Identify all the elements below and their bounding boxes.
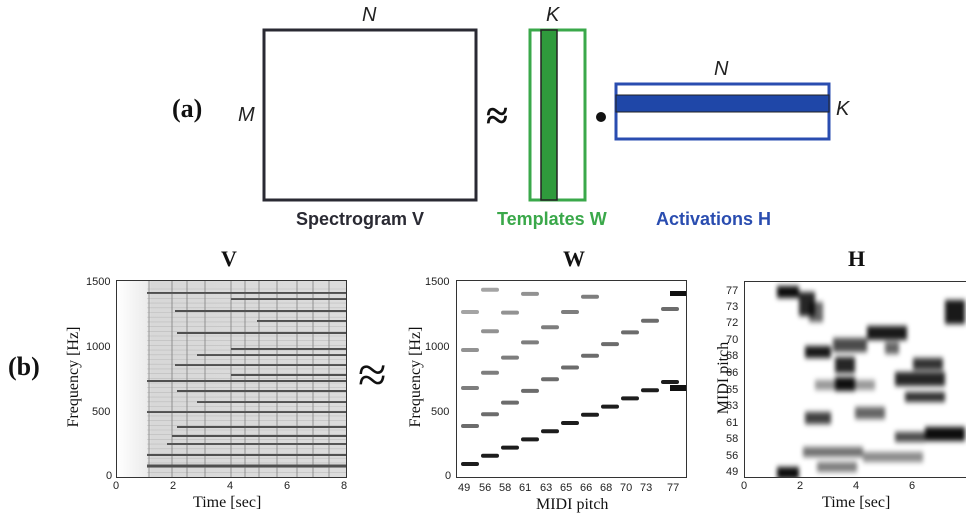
plot-w-ytick: 500 bbox=[431, 406, 450, 418]
plot-w-ytick: 1000 bbox=[425, 341, 450, 353]
plot-h-ytick: 63 bbox=[726, 400, 739, 412]
plot-v-ytick: 1500 bbox=[86, 276, 111, 288]
plot-h-ytick: 66 bbox=[726, 367, 739, 379]
plot-h-ytick: 73 bbox=[726, 301, 739, 313]
plot-h-xtick: 6 bbox=[909, 480, 916, 492]
plot-w-templates bbox=[461, 287, 686, 466]
plot-w-xtick: 58 bbox=[499, 482, 512, 494]
plot-h-ytick: 68 bbox=[726, 350, 739, 362]
plot-w-xtick: 77 bbox=[667, 482, 680, 494]
plot-v-area bbox=[116, 280, 347, 478]
dim-n-top: N bbox=[362, 4, 377, 26]
plot-h-area bbox=[744, 281, 966, 478]
plot-v-spectrogram bbox=[117, 281, 346, 477]
plot-w-xtick: 73 bbox=[640, 482, 653, 494]
caption-spectrogram: Spectrogram V bbox=[296, 209, 425, 229]
plot-v-ytick: 1000 bbox=[86, 341, 111, 353]
plot-v-title: V bbox=[221, 246, 237, 271]
approx-symbol-a: ≈ bbox=[486, 93, 508, 138]
dim-k-top: K bbox=[546, 4, 560, 26]
caption-templates: Templates W bbox=[497, 209, 607, 229]
plot-w-ytick: 0 bbox=[445, 470, 452, 482]
plot-w-xtick: 61 bbox=[519, 482, 532, 494]
plot-w-ytick: 1500 bbox=[425, 276, 450, 288]
dim-k-right: K bbox=[836, 98, 850, 120]
plot-v-ytick: 0 bbox=[106, 470, 113, 482]
plot-v-xtick: 4 bbox=[227, 480, 234, 492]
panel-b-label: (b) bbox=[8, 352, 40, 381]
plot-w-xlabel: MIDI pitch bbox=[536, 496, 609, 513]
plot-h-ytick: 77 bbox=[726, 285, 739, 297]
plot-w-xtick: 56 bbox=[479, 482, 492, 494]
plot-w-xtick: 49 bbox=[458, 482, 471, 494]
templates-column bbox=[540, 29, 558, 201]
plot-h-ytick: 49 bbox=[726, 466, 739, 478]
plot-w-area bbox=[456, 280, 687, 478]
plot-h-ytick: 70 bbox=[726, 334, 739, 346]
plot-w-ylabel: Frequency [Hz] bbox=[407, 326, 424, 428]
plot-v-xtick: 0 bbox=[113, 480, 120, 492]
plot-v-xtick: 2 bbox=[170, 480, 177, 492]
plot-h-xtick: 4 bbox=[853, 480, 860, 492]
plot-v-ytick: 500 bbox=[92, 406, 111, 418]
plot-h-xtick: 2 bbox=[797, 480, 804, 492]
plot-h-ylabel: MIDI pitch bbox=[715, 341, 732, 415]
plot-h-ytick: 72 bbox=[726, 317, 739, 329]
plot-h-ytick: 65 bbox=[726, 384, 739, 396]
plot-v-ylabel: Frequency [Hz] bbox=[65, 326, 82, 428]
plot-w-xtick: 68 bbox=[600, 482, 613, 494]
multiply-dot bbox=[596, 112, 606, 122]
dim-m-left: M bbox=[238, 104, 255, 126]
plot-h-ytick: 61 bbox=[726, 417, 739, 429]
plot-h-ytick: 56 bbox=[726, 450, 739, 462]
plot-w-xtick: 70 bbox=[620, 482, 633, 494]
caption-activations: Activations H bbox=[656, 209, 772, 229]
plot-h-xlabel: Time [sec] bbox=[822, 494, 891, 511]
plot-h-ytick: 58 bbox=[726, 433, 739, 445]
plot-h-activations bbox=[777, 286, 965, 477]
plot-v-xtick: 6 bbox=[284, 480, 291, 492]
plot-w-title: W bbox=[563, 246, 585, 271]
plot-h-title: H bbox=[848, 246, 866, 271]
plot-w-xtick: 63 bbox=[540, 482, 553, 494]
approx-symbol-b: ≈ bbox=[358, 347, 387, 404]
plot-h-xtick: 0 bbox=[741, 480, 748, 492]
plot-v-xlabel: Time [sec] bbox=[193, 494, 262, 511]
activations-row bbox=[615, 94, 830, 113]
spectrogram-matrix bbox=[262, 28, 478, 202]
plot-v-xtick: 8 bbox=[341, 480, 348, 492]
panel-a-label: (a) bbox=[172, 94, 203, 123]
dim-n-right: N bbox=[714, 58, 729, 80]
plot-w-xtick: 66 bbox=[580, 482, 593, 494]
plot-w-xtick: 65 bbox=[560, 482, 573, 494]
